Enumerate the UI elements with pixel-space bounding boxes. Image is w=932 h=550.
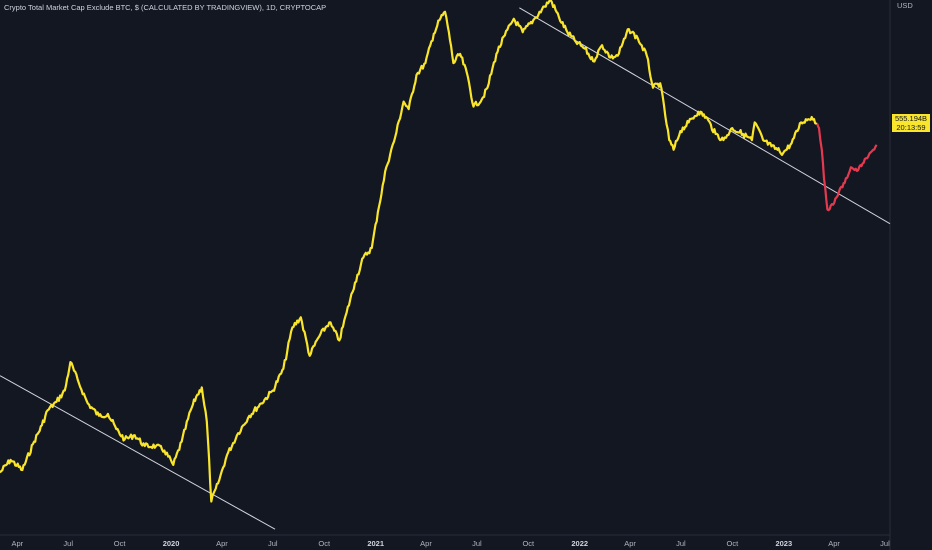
price-axis[interactable]: USD1.04T920B820B745B665B585B525B465B405B… — [897, 0, 921, 10]
chart-title: Crypto Total Market Cap Exclude BTC, $ (… — [4, 3, 327, 12]
x-tick-label: 2021 — [367, 539, 384, 548]
plot-background — [0, 0, 890, 535]
x-tick-label: Jul — [268, 539, 278, 548]
x-tick-label: Oct — [727, 539, 740, 548]
x-tick-label: Apr — [11, 539, 23, 548]
x-tick-label: Apr — [216, 539, 228, 548]
time-axis[interactable]: Apr Jul Oct 2020 Apr Jul Oct 2021 Apr Jul Oct 2022 A… — [11, 539, 890, 548]
x-tick-label: Apr — [828, 539, 840, 548]
series-layer — [0, 0, 878, 503]
y-tick-label: USD — [897, 1, 913, 10]
x-tick-label: Jul — [472, 539, 482, 548]
last-price-tag: 555.194B 20:13:59 — [892, 114, 930, 132]
x-tick-label: Oct — [114, 539, 127, 548]
x-tick-label: Jul — [676, 539, 686, 548]
series-line-recent — [816, 123, 878, 212]
x-tick-label: Oct — [318, 539, 331, 548]
bar-countdown: 20:13:59 — [896, 123, 926, 132]
x-tick-label: Apr — [420, 539, 432, 548]
x-tick-label: Jul — [880, 539, 890, 548]
last-price-value: 555.194B — [894, 114, 928, 123]
x-tick-label: 2022 — [571, 539, 588, 548]
x-tick-label: Apr — [624, 539, 636, 548]
x-tick-label: Jul — [63, 539, 73, 548]
x-tick-label: 2023 — [775, 539, 792, 548]
series-line-main — [0, 0, 818, 503]
trendline-1[interactable] — [0, 375, 276, 530]
x-tick-label: 2020 — [163, 539, 180, 548]
x-tick-label: Oct — [522, 539, 535, 548]
